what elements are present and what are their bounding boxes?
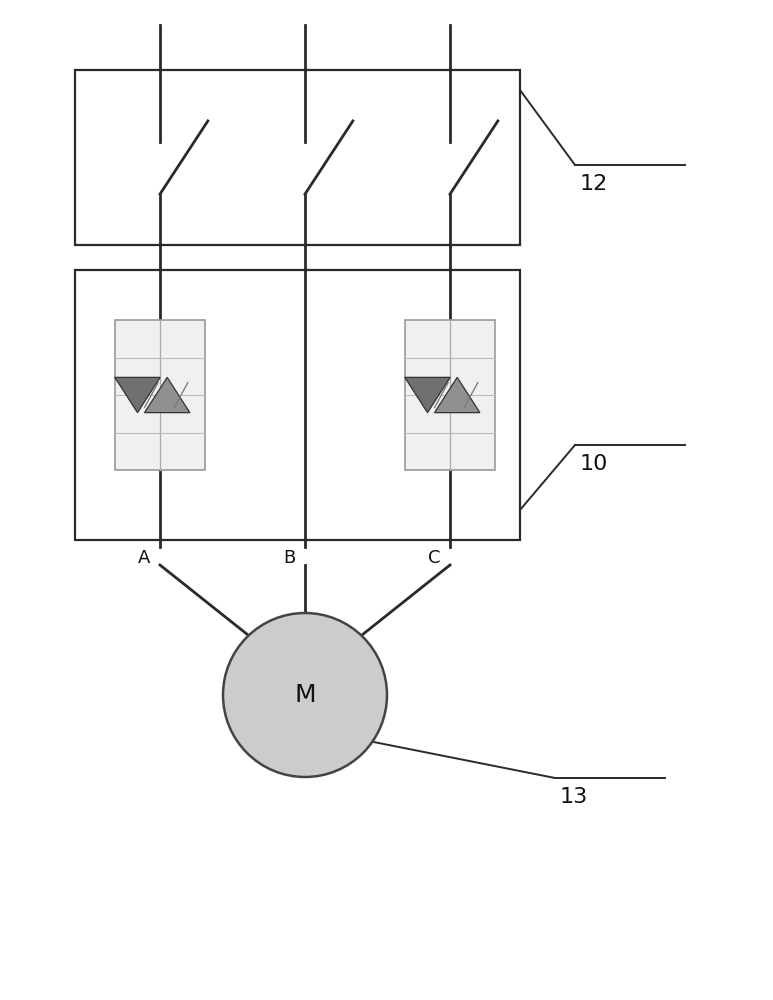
Bar (75, 70, 520, 245)
Text: M: M (295, 683, 316, 707)
Polygon shape (145, 377, 190, 413)
Polygon shape (434, 377, 480, 413)
Bar (405, 320, 495, 470)
Polygon shape (115, 377, 160, 413)
Bar (75, 270, 520, 540)
Text: B: B (283, 549, 295, 567)
Text: A: A (138, 549, 151, 567)
Text: 12: 12 (580, 174, 608, 194)
Circle shape (223, 613, 387, 777)
Text: 10: 10 (580, 454, 608, 474)
Polygon shape (405, 377, 450, 413)
Text: C: C (428, 549, 441, 567)
Bar (115, 320, 205, 470)
Text: 13: 13 (560, 787, 588, 807)
